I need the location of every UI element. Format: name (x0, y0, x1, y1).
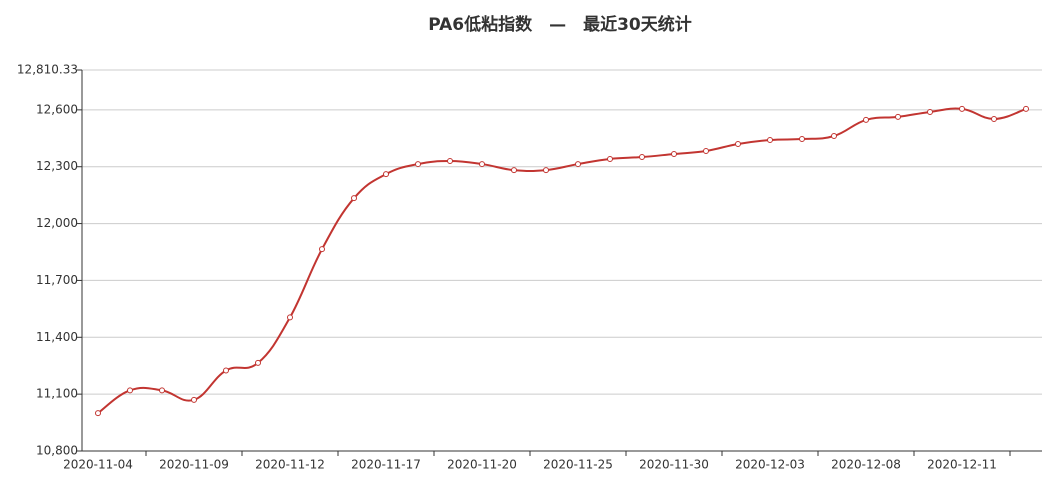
point (927, 108, 933, 115)
point (95, 410, 101, 417)
point (607, 155, 613, 162)
point (415, 161, 421, 168)
x-tick-label: 2020-11-25 (543, 458, 613, 472)
line (97, 107, 1027, 414)
y-tick-label: 11,700 (36, 273, 78, 287)
point (863, 116, 869, 123)
point (383, 171, 389, 178)
y-tick-label: 12,300 (36, 159, 78, 173)
x-tick-label: 2020-12-03 (735, 458, 805, 472)
point (735, 140, 741, 147)
point (479, 161, 485, 168)
x-tick-label: 2020-11-04 (63, 458, 133, 472)
y-tick-label: 11,400 (36, 330, 78, 344)
x-tick-label: 2020-12-08 (831, 458, 901, 472)
point (255, 359, 261, 366)
point (543, 167, 549, 174)
point (511, 167, 517, 174)
point (223, 367, 229, 374)
point (1023, 105, 1029, 112)
point (799, 136, 805, 143)
point (767, 136, 773, 143)
y-tick-label: 12,600 (36, 102, 78, 116)
x-tick-label: 2020-11-30 (639, 458, 709, 472)
x-tick-label: 2020-11-17 (351, 458, 421, 472)
point (127, 387, 133, 394)
y-tick-label: 12,810.33 (17, 63, 78, 77)
point (575, 161, 581, 168)
x-tick-label: 2020-11-20 (447, 458, 517, 472)
point (319, 246, 325, 253)
point (831, 133, 837, 140)
point (639, 154, 645, 161)
x-tick-label: 2020-11-09 (159, 458, 229, 472)
point (959, 105, 965, 112)
point (447, 158, 453, 165)
point (159, 387, 165, 394)
point (351, 195, 357, 202)
chart-title: PA6低粘指数 — 最近30天统计 (428, 14, 692, 35)
point (671, 151, 677, 158)
point (703, 147, 709, 154)
x-tick-label: 2020-11-12 (255, 458, 325, 472)
point (895, 113, 901, 120)
point (991, 115, 997, 122)
y-tick-label: 12,000 (36, 216, 78, 230)
point (287, 314, 293, 321)
y-tick-label: 11,100 (36, 387, 78, 401)
point (191, 396, 197, 403)
x-tick-label: 2020-12-11 (927, 458, 997, 472)
y-tick-label: 10,800 (36, 444, 78, 458)
